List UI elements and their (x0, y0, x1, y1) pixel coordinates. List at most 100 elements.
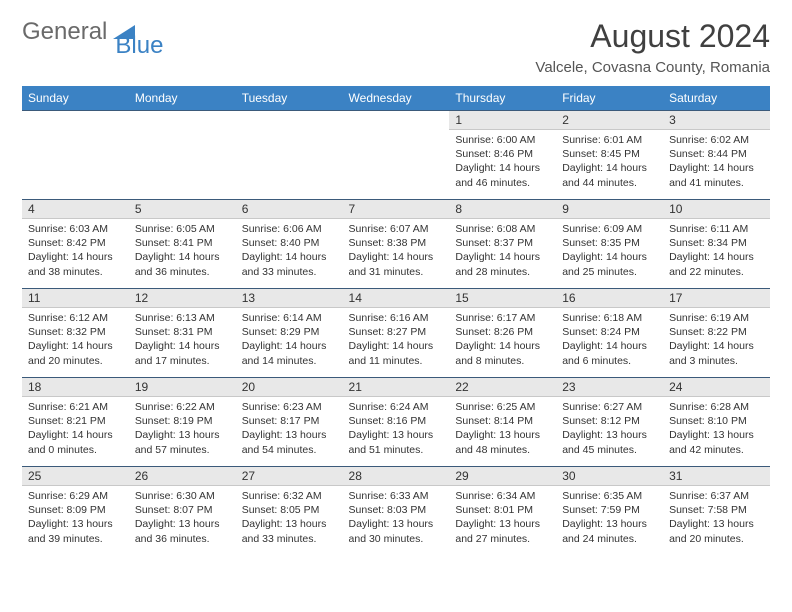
day-number: 5 (129, 200, 236, 219)
sunset-text: Sunset: 8:45 PM (562, 147, 657, 161)
day-number: 25 (22, 467, 129, 486)
sunrise-text: Sunrise: 6:06 AM (242, 222, 337, 236)
daylight-text: Daylight: 13 hours and 33 minutes. (242, 517, 337, 545)
daylight-text: Daylight: 13 hours and 42 minutes. (669, 428, 764, 456)
day-cell: Sunrise: 6:03 AMSunset: 8:42 PMDaylight:… (22, 219, 129, 289)
daylight-text: Daylight: 13 hours and 20 minutes. (669, 517, 764, 545)
sunrise-text: Sunrise: 6:08 AM (455, 222, 550, 236)
sunset-text: Sunset: 7:59 PM (562, 503, 657, 517)
sunrise-text: Sunrise: 6:35 AM (562, 489, 657, 503)
day-cell: Sunrise: 6:35 AMSunset: 7:59 PMDaylight:… (556, 486, 663, 556)
day-cell: Sunrise: 6:06 AMSunset: 8:40 PMDaylight:… (236, 219, 343, 289)
daylight-text: Daylight: 14 hours and 22 minutes. (669, 250, 764, 278)
sunrise-text: Sunrise: 6:05 AM (135, 222, 230, 236)
day-cell: Sunrise: 6:22 AMSunset: 8:19 PMDaylight:… (129, 397, 236, 467)
sunrise-text: Sunrise: 6:01 AM (562, 133, 657, 147)
day-cell: Sunrise: 6:32 AMSunset: 8:05 PMDaylight:… (236, 486, 343, 556)
day-number (236, 111, 343, 130)
sunrise-text: Sunrise: 6:14 AM (242, 311, 337, 325)
daylight-text: Daylight: 14 hours and 3 minutes. (669, 339, 764, 367)
sunset-text: Sunset: 8:42 PM (28, 236, 123, 250)
title-block: August 2024 Valcele, Covasna County, Rom… (535, 18, 770, 76)
sunset-text: Sunset: 8:03 PM (349, 503, 444, 517)
daylight-text: Daylight: 13 hours and 39 minutes. (28, 517, 123, 545)
daylight-text: Daylight: 13 hours and 27 minutes. (455, 517, 550, 545)
day-number: 28 (343, 467, 450, 486)
sunrise-text: Sunrise: 6:32 AM (242, 489, 337, 503)
day-number: 15 (449, 289, 556, 308)
day-number (22, 111, 129, 130)
sunset-text: Sunset: 8:05 PM (242, 503, 337, 517)
day-cell: Sunrise: 6:33 AMSunset: 8:03 PMDaylight:… (343, 486, 450, 556)
day-number: 16 (556, 289, 663, 308)
sunrise-text: Sunrise: 6:33 AM (349, 489, 444, 503)
daylight-text: Daylight: 13 hours and 48 minutes. (455, 428, 550, 456)
sunset-text: Sunset: 8:26 PM (455, 325, 550, 339)
brand-logo: General Blue (22, 18, 163, 46)
sunset-text: Sunset: 7:58 PM (669, 503, 764, 517)
day-number: 23 (556, 378, 663, 397)
day-number: 14 (343, 289, 450, 308)
day-number (129, 111, 236, 130)
daylight-text: Daylight: 14 hours and 31 minutes. (349, 250, 444, 278)
sunrise-text: Sunrise: 6:34 AM (455, 489, 550, 503)
day-number: 26 (129, 467, 236, 486)
day-number: 4 (22, 200, 129, 219)
sunrise-text: Sunrise: 6:16 AM (349, 311, 444, 325)
sunrise-text: Sunrise: 6:17 AM (455, 311, 550, 325)
daylight-text: Daylight: 14 hours and 33 minutes. (242, 250, 337, 278)
sunset-text: Sunset: 8:10 PM (669, 414, 764, 428)
sunset-text: Sunset: 8:07 PM (135, 503, 230, 517)
daylight-text: Daylight: 13 hours and 36 minutes. (135, 517, 230, 545)
sunset-text: Sunset: 8:32 PM (28, 325, 123, 339)
daynum-row: 123 (22, 111, 770, 130)
daylight-text: Daylight: 13 hours and 54 minutes. (242, 428, 337, 456)
sunrise-text: Sunrise: 6:21 AM (28, 400, 123, 414)
sunrise-text: Sunrise: 6:11 AM (669, 222, 764, 236)
day-number: 3 (663, 111, 770, 130)
sunrise-text: Sunrise: 6:18 AM (562, 311, 657, 325)
daylight-text: Daylight: 13 hours and 51 minutes. (349, 428, 444, 456)
daylight-text: Daylight: 14 hours and 38 minutes. (28, 250, 123, 278)
day-cell: Sunrise: 6:14 AMSunset: 8:29 PMDaylight:… (236, 308, 343, 378)
page-header: General Blue August 2024 Valcele, Covasn… (22, 18, 770, 76)
sunset-text: Sunset: 8:41 PM (135, 236, 230, 250)
sunset-text: Sunset: 8:37 PM (455, 236, 550, 250)
sunrise-text: Sunrise: 6:00 AM (455, 133, 550, 147)
day-number: 1 (449, 111, 556, 130)
day-number: 19 (129, 378, 236, 397)
weekday-header-row: Sunday Monday Tuesday Wednesday Thursday… (22, 86, 770, 111)
day-cell (129, 130, 236, 200)
day-cell: Sunrise: 6:05 AMSunset: 8:41 PMDaylight:… (129, 219, 236, 289)
daylight-text: Daylight: 14 hours and 46 minutes. (455, 161, 550, 189)
day-number: 7 (343, 200, 450, 219)
sunset-text: Sunset: 8:34 PM (669, 236, 764, 250)
daylight-text: Daylight: 13 hours and 45 minutes. (562, 428, 657, 456)
day-number: 12 (129, 289, 236, 308)
daylight-text: Daylight: 14 hours and 17 minutes. (135, 339, 230, 367)
sunset-text: Sunset: 8:22 PM (669, 325, 764, 339)
sunrise-text: Sunrise: 6:22 AM (135, 400, 230, 414)
day-cell: Sunrise: 6:27 AMSunset: 8:12 PMDaylight:… (556, 397, 663, 467)
sunrise-text: Sunrise: 6:28 AM (669, 400, 764, 414)
sunset-text: Sunset: 8:16 PM (349, 414, 444, 428)
daylight-text: Daylight: 14 hours and 41 minutes. (669, 161, 764, 189)
location-text: Valcele, Covasna County, Romania (535, 59, 770, 76)
sunset-text: Sunset: 8:17 PM (242, 414, 337, 428)
detail-row: Sunrise: 6:00 AMSunset: 8:46 PMDaylight:… (22, 130, 770, 200)
sunrise-text: Sunrise: 6:37 AM (669, 489, 764, 503)
sunrise-text: Sunrise: 6:29 AM (28, 489, 123, 503)
daynum-row: 11121314151617 (22, 289, 770, 308)
sunset-text: Sunset: 8:29 PM (242, 325, 337, 339)
sunset-text: Sunset: 8:35 PM (562, 236, 657, 250)
daylight-text: Daylight: 14 hours and 25 minutes. (562, 250, 657, 278)
day-number: 31 (663, 467, 770, 486)
daylight-text: Daylight: 14 hours and 0 minutes. (28, 428, 123, 456)
day-cell: Sunrise: 6:30 AMSunset: 8:07 PMDaylight:… (129, 486, 236, 556)
day-cell: Sunrise: 6:29 AMSunset: 8:09 PMDaylight:… (22, 486, 129, 556)
sunrise-text: Sunrise: 6:13 AM (135, 311, 230, 325)
daylight-text: Daylight: 14 hours and 8 minutes. (455, 339, 550, 367)
weekday-header: Saturday (663, 86, 770, 111)
daynum-row: 18192021222324 (22, 378, 770, 397)
day-cell: Sunrise: 6:02 AMSunset: 8:44 PMDaylight:… (663, 130, 770, 200)
